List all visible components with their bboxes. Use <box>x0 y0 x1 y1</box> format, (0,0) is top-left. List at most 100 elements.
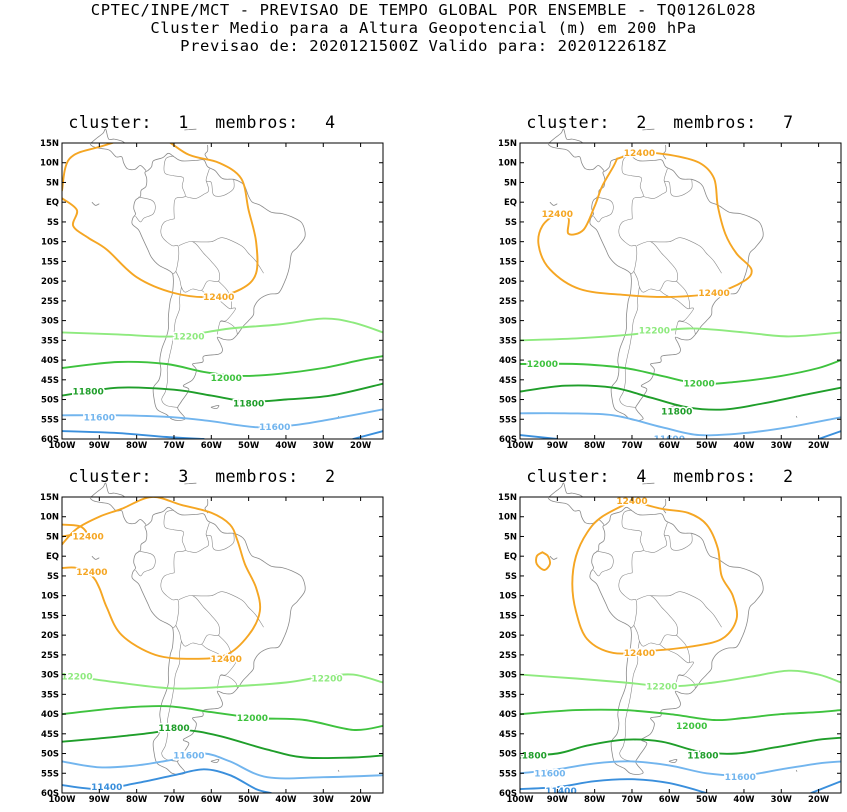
caribbean-coastline <box>548 128 583 144</box>
galapagos-outline <box>91 555 100 560</box>
lat-label: 60S <box>41 435 59 445</box>
lon-label: 20W <box>808 795 830 805</box>
lat-label: 40S <box>499 710 517 720</box>
cluster-panel-4: cluster: 4 membros: 2 12400 12400 12200 120… <box>470 467 847 812</box>
contour-11400 <box>62 430 205 439</box>
lat-label: 25S <box>499 297 517 307</box>
members-number: 4 <box>325 113 336 132</box>
country-border <box>618 572 638 629</box>
lon-label: 40W <box>733 795 755 805</box>
caribbean-coastline <box>90 482 125 498</box>
central-america-coastline <box>547 143 605 171</box>
contour-11600 <box>520 412 841 437</box>
contour-label-12400: 12400 <box>624 649 655 659</box>
galapagos-outline <box>549 555 558 560</box>
country-border <box>192 237 264 274</box>
lat-label: 55S <box>499 415 517 425</box>
basemap <box>547 128 798 421</box>
lat-label: 50S <box>499 750 517 760</box>
country-border <box>220 321 238 335</box>
cluster-label: cluster: <box>526 467 610 486</box>
country-border <box>192 591 264 628</box>
panel-title: cluster: 3 membros: 2 <box>12 467 392 486</box>
cluster-number: 1 <box>178 113 189 132</box>
plot-area <box>520 143 841 439</box>
south-america-coastline <box>589 152 764 421</box>
lat-label: 55S <box>41 415 59 425</box>
lat-label: 10S <box>499 592 517 602</box>
lat-label: EQ <box>46 198 59 208</box>
country-border <box>185 180 210 199</box>
contour-label-11600: 11600 <box>259 423 290 433</box>
country-border <box>593 550 614 577</box>
lon-label: 100W <box>48 795 76 805</box>
lat-label: EQ <box>504 198 517 208</box>
panel-title: cluster: 4 membros: 2 <box>470 467 847 486</box>
contour-label-12400: 12400 <box>624 149 655 159</box>
country-border <box>175 595 221 647</box>
south-georgia-outline <box>795 415 798 418</box>
puerto-rico-outline <box>184 482 197 485</box>
contour-12200 <box>520 669 841 688</box>
contour-11400 <box>62 768 272 793</box>
members-number: 2 <box>783 467 794 486</box>
contour-11400 <box>810 780 841 793</box>
lat-label: 5N <box>46 178 59 188</box>
galapagos-outline <box>91 201 100 206</box>
contour-label-12200: 12200 <box>639 326 670 336</box>
lon-label: 90W <box>89 795 111 805</box>
lesser-antilles-outline <box>662 498 667 514</box>
plot-frame <box>61 142 384 440</box>
cluster-number: 2 <box>636 113 647 132</box>
lon-label: 100W <box>48 441 76 451</box>
contour-label-12000: 12000 <box>684 380 715 390</box>
contour-label-11600: 11600 <box>534 769 565 779</box>
lat-label: 5N <box>504 178 517 188</box>
contour-label-12000: 12000 <box>211 374 242 384</box>
lesser-antilles-outline <box>204 144 209 160</box>
members-number: 7 <box>783 113 794 132</box>
members-label: membros: <box>215 467 299 486</box>
cluster-number: 3 <box>178 467 189 486</box>
contour-12200 <box>62 317 383 338</box>
panel-title: cluster: 2 membros: 7 <box>470 113 847 132</box>
lat-label: 55S <box>41 769 59 779</box>
galapagos-outline <box>549 201 558 206</box>
lon-label: 60W <box>659 795 681 805</box>
contour-11400 <box>352 430 383 439</box>
lon-label: 30W <box>771 441 793 451</box>
country-border <box>163 509 186 573</box>
lat-label: 5N <box>46 532 59 542</box>
lat-label: 5S <box>47 218 59 228</box>
figure-title-line-1: CPTEC/INPE/MCT - PREVISAO DE TEMPO GLOBA… <box>90 1 757 19</box>
members-label: membros: <box>673 467 757 486</box>
lon-label: 70W <box>621 795 643 805</box>
caribbean-coastline <box>90 128 125 144</box>
lon-label: 40W <box>275 441 297 451</box>
contour-12400 <box>62 523 90 538</box>
lon-label: 80W <box>126 795 148 805</box>
contour-label-11400: 11400 <box>91 783 122 793</box>
country-border <box>217 307 236 335</box>
lon-label: 60W <box>201 795 223 805</box>
lat-label: 20S <box>41 631 59 641</box>
contour-12400 <box>535 551 551 571</box>
lat-label: 15S <box>41 257 59 267</box>
basemap <box>89 482 340 775</box>
central-america-coastline <box>89 497 147 525</box>
lat-label: 10N <box>498 513 517 523</box>
south-america-coastline <box>589 506 764 775</box>
contour-lines: 12400 12200 12000 11800 11800 11600 11600 <box>62 143 383 439</box>
lat-label: 20S <box>499 631 517 641</box>
contour-label-12000: 12000 <box>676 722 707 732</box>
contour-label-12400: 12400 <box>203 293 234 303</box>
lat-label: 35S <box>41 690 59 700</box>
cluster-label: cluster: <box>68 113 152 132</box>
lat-label: 60S <box>499 789 517 799</box>
lat-label: EQ <box>504 552 517 562</box>
contour-label-11600: 11600 <box>84 413 115 423</box>
cluster-panel-3: cluster: 3 membros: 2 12400 12400 12400 122… <box>12 467 412 812</box>
contour-label-11800: 11800 <box>158 724 189 734</box>
lon-label: 30W <box>313 441 335 451</box>
contour-label-11600: 11600 <box>725 773 756 783</box>
